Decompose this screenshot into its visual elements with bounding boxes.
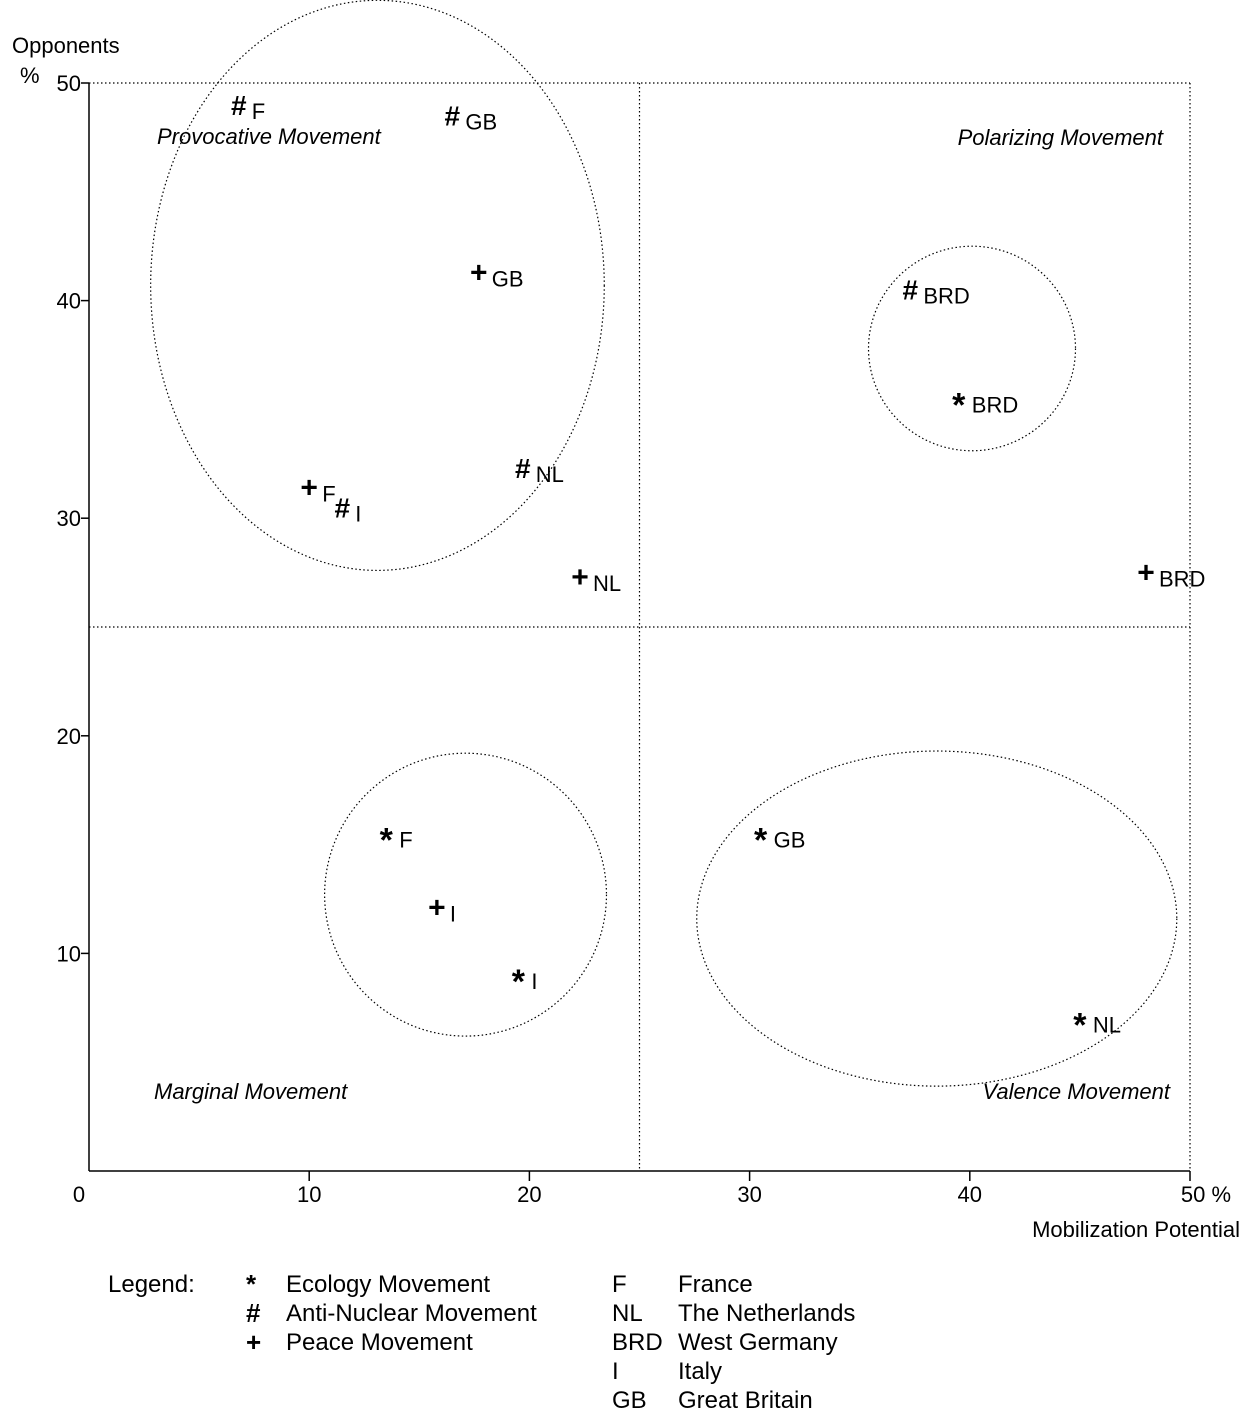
point-peace-nl: + [571,561,589,594]
point-label-peace-i: I [450,902,456,927]
cluster-ellipse-1 [150,0,605,571]
scatter-chart: 0 10 20 30 40 50 % 10 20 30 40 50 Opponents% Mobiliz… [12,0,1240,1242]
legend-label: Peace Movement [286,1329,473,1356]
country-name: France [678,1271,753,1298]
plus-icon: + [246,1327,262,1357]
point-label-peace-gb: GB [492,266,524,291]
y-tick-label: 50 [57,71,81,96]
point-label-peace-f: F [322,482,335,507]
legend-item-peace: + Peace Movement [246,1328,537,1357]
y-axis-unit: % [20,63,40,88]
x-axis-title: Mobilization Potential [1032,1217,1240,1242]
y-axis-title: Opponents [12,33,120,58]
quadrant-label-marginal: Marginal Movement [154,1079,348,1104]
point-label-ecology-brd: BRD [972,393,1018,418]
point-anti-nuclear-i: # [334,492,350,523]
legend: Legend: * Ecology Movement # Anti-Nuclea… [0,1266,1245,1415]
point-peace-brd: + [1137,557,1155,590]
y-tick-label: 40 [57,289,81,314]
point-label-anti-nuclear-nl: NL [536,462,564,487]
asterisk-icon: * [246,1269,257,1299]
movement-legend-list: * Ecology Movement # Anti-Nuclear Moveme… [246,1270,537,1357]
point-peace-f: + [300,472,318,505]
cluster-ellipse-3 [867,245,1077,452]
point-ecology-gb: * [754,822,768,860]
x-tick-label: 20 [517,1182,541,1207]
x-tick-label: 10 [297,1182,321,1207]
point-label-ecology-gb: GB [774,828,806,853]
country-name: Great Britain [678,1387,813,1414]
quadrant-label-polarizing: Polarizing Movement [958,125,1164,150]
y-tick-label: 10 [57,941,81,966]
legend-country-italy: I Italy [612,1357,855,1386]
country-code: I [612,1358,619,1385]
country-code: F [612,1271,627,1298]
legend-title: Legend: [108,1271,195,1298]
point-ecology-i: * [512,963,526,1001]
quadrant-label-valence: Valence Movement [982,1079,1170,1104]
point-anti-nuclear-f: # [231,90,247,121]
country-name: West Germany [678,1329,838,1356]
point-label-ecology-f: F [399,828,412,853]
legend-label: Anti-Nuclear Movement [286,1300,537,1327]
point-label-ecology-nl: NL [1093,1013,1121,1038]
country-name: The Netherlands [678,1300,856,1327]
legend-country-great-britain: GB Great Britain [612,1386,855,1415]
point-anti-nuclear-gb: # [445,101,461,132]
country-legend-list: F France NL The Netherlands BRD West Ger… [612,1270,855,1415]
legend-country-france: F France [612,1270,855,1299]
point-label-ecology-i: I [531,969,537,994]
quadrant-label-provocative: Provocative Movement [157,124,382,149]
country-code: BRD [612,1329,663,1356]
cluster-ellipse-2 [324,752,608,1037]
hash-icon: # [246,1298,261,1328]
country-code: GB [612,1387,647,1414]
point-peace-i: + [428,892,446,925]
legend-country-netherlands: NL The Netherlands [612,1299,855,1328]
point-ecology-f: * [380,822,394,860]
country-code: NL [612,1300,643,1327]
point-label-anti-nuclear-f: F [252,99,265,124]
cluster-ellipse-4 [696,750,1178,1087]
point-peace-gb: + [470,256,488,289]
x-tick-label: 30 [737,1182,761,1207]
legend-item-anti-nuclear: # Anti-Nuclear Movement [246,1299,537,1328]
point-label-peace-brd: BRD [1159,567,1205,592]
point-label-anti-nuclear-i: I [355,501,361,526]
y-tick-label: 20 [57,724,81,749]
x-tick-label: 50 % [1181,1182,1231,1207]
country-name: Italy [678,1358,723,1385]
legend-country-west-germany: BRD West Germany [612,1328,855,1357]
legend-item-ecology: * Ecology Movement [246,1270,537,1299]
point-anti-nuclear-nl: # [515,453,531,484]
point-label-peace-nl: NL [593,571,621,596]
point-ecology-brd: * [952,387,966,425]
legend-label: Ecology Movement [286,1271,491,1298]
point-ecology-nl: * [1073,1007,1087,1045]
point-anti-nuclear-brd: # [903,275,919,306]
y-tick-label: 30 [57,506,81,531]
point-label-anti-nuclear-brd: BRD [923,284,969,309]
point-label-anti-nuclear-gb: GB [465,110,497,135]
x-tick-label: 40 [958,1182,982,1207]
x-tick-label: 0 [73,1182,85,1207]
